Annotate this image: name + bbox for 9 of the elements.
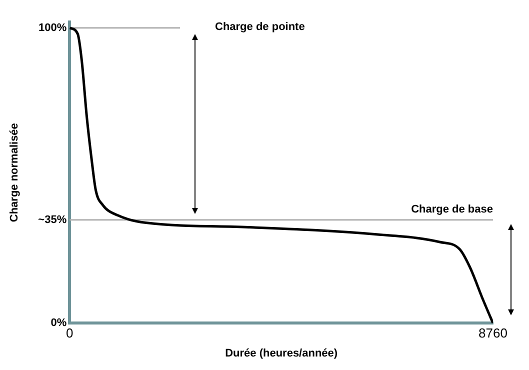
y-axis-title: Charge normalisée <box>8 123 21 222</box>
y-tick-label: 100% <box>38 22 67 34</box>
y-tick-label: ~35% <box>38 214 67 226</box>
ref-line-label: Charge de base <box>411 203 493 216</box>
x-axis-title: Durée (heures/année) <box>225 347 338 360</box>
x-tick-label: 0 <box>66 326 74 341</box>
x-tick-label: 8760 <box>478 326 508 341</box>
y-tick-label: 0% <box>50 317 67 330</box>
annotation: Charge de pointe <box>215 21 305 34</box>
